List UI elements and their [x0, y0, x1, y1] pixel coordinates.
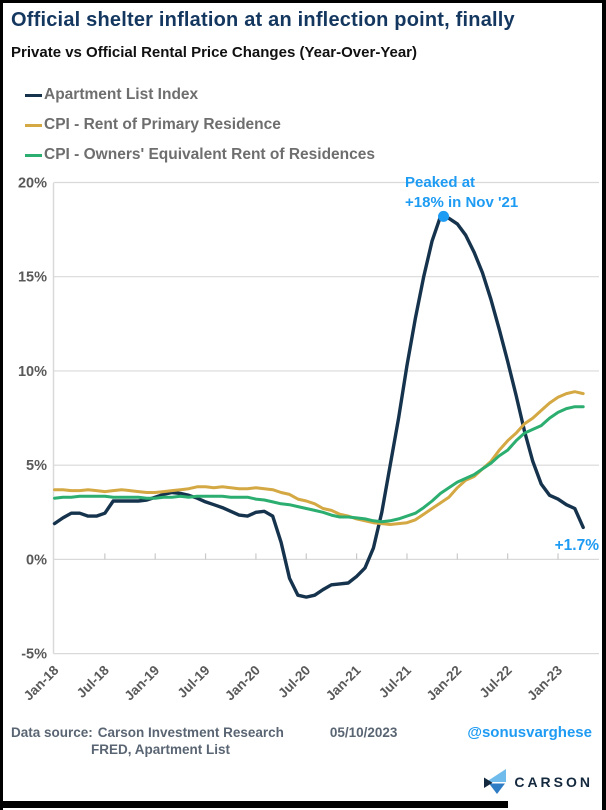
legend-label: Apartment List Index [44, 86, 199, 103]
y-axis-tick-label: 0% [26, 552, 47, 568]
series-apartment-list-index [52, 214, 585, 599]
x-axis-tick-label: Jul-22 [477, 663, 515, 701]
legend-swatch-apartment-list [25, 93, 42, 97]
series-cpi-rent-of-primary-residence [53, 390, 585, 526]
series-cpi-owners-equivalent-rent-of-residences [53, 405, 585, 524]
x-axis-tick-label: Jul-19 [174, 663, 212, 701]
bottom-accent-bar [3, 801, 508, 808]
peak-annotation-line1: Peaked at [405, 174, 476, 191]
y-axis-tick-label: -5% [21, 647, 47, 663]
x-axis-tick-label: Jan-19 [121, 663, 162, 704]
x-axis-tick-label: Jan-20 [222, 663, 263, 704]
legend-item-apartment-list: Apartment List Index [25, 80, 375, 110]
data-source-row: Data source: Carson Investment Research … [11, 725, 397, 740]
x-axis-tick-label: Jan-23 [524, 662, 565, 703]
x-axis-tick-label: Jul-21 [376, 662, 415, 701]
x-axis-tick-label: Jul-18 [74, 662, 113, 701]
data-source-label: Data source: [11, 725, 93, 740]
chart-date: 05/10/2023 [329, 725, 398, 740]
legend-label: CPI - Owners' Equivalent Rent of Residen… [44, 146, 375, 163]
page-title: Official shelter inflation at an inflect… [11, 9, 515, 31]
latest-value-label: +1.7% [554, 537, 599, 554]
legend-label: CPI - Rent of Primary Residence [44, 116, 281, 133]
chart-subtitle: Private vs Official Rental Price Changes… [11, 44, 418, 61]
carson-logo-text: CARSON [514, 773, 593, 790]
x-axis-tick-label: Jan-18 [21, 662, 62, 703]
peak-marker-dot [438, 210, 450, 222]
data-source-line1: Carson Investment Research [97, 725, 284, 740]
carson-logo-icon [484, 769, 507, 794]
peak-annotation-line2: +18% in Nov '21 [405, 194, 519, 211]
twitter-handle[interactable]: @sonusvarghese [467, 724, 592, 741]
carson-logo: CARSON [474, 768, 593, 795]
legend: Apartment List Index CPI - Rent of Prima… [25, 80, 375, 170]
y-axis-tick-label: 20% [18, 175, 47, 191]
data-source-line2: FRED, Apartment List [90, 742, 230, 757]
y-axis-tick-label: 10% [18, 364, 47, 380]
y-axis-tick-label: 5% [26, 458, 47, 474]
legend-swatch-cpi-rent [25, 123, 42, 127]
legend-swatch-cpi-oer [25, 153, 42, 157]
x-axis-tick-label: Jan-21 [323, 662, 364, 703]
y-axis-tick-label: 15% [18, 270, 47, 286]
legend-item-cpi-oer: CPI - Owners' Equivalent Rent of Residen… [25, 140, 375, 170]
peak-annotation: Peaked at +18% in Nov '21 [405, 173, 518, 213]
x-axis-tick-label: Jul-20 [275, 663, 313, 701]
x-axis-tick-label: Jan-22 [424, 663, 465, 704]
line-chart: 20% 15% 10% 5% 0% -5%Jan-18 Jul-18 Jan-19 Jul-19… [18, 175, 599, 704]
legend-item-cpi-rent: CPI - Rent of Primary Residence [25, 110, 375, 140]
